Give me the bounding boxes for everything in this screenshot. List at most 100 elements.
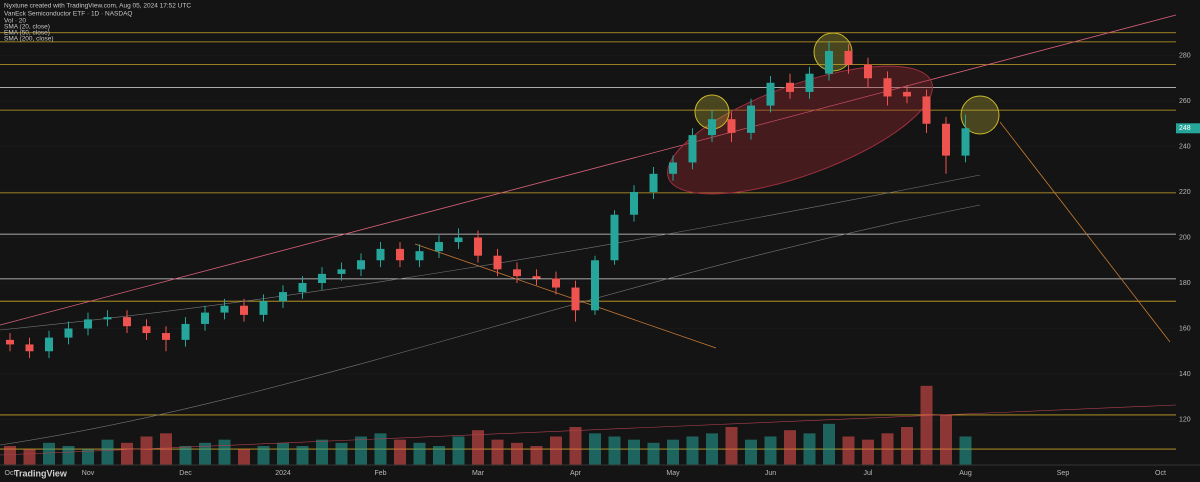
candle-body — [532, 276, 541, 279]
volume-bar — [335, 442, 348, 465]
volume-bar — [745, 439, 757, 465]
volume-bar — [296, 446, 309, 465]
candle-body — [279, 292, 287, 302]
candle-body — [942, 123, 950, 156]
volume-bar — [842, 436, 855, 465]
volume-bar — [647, 442, 660, 465]
volume-bar — [550, 436, 562, 465]
volume-bar — [686, 436, 699, 465]
volume-bar — [43, 442, 55, 465]
candle-body — [298, 283, 307, 293]
drawings — [0, 14, 1177, 456]
candle-body — [376, 248, 385, 261]
candle-body — [357, 260, 365, 270]
indicator: SMA (200, close) — [4, 36, 54, 43]
volume-bar — [706, 433, 718, 465]
volume-bar — [62, 446, 75, 465]
trend-line — [0, 14, 1177, 326]
candle-body — [669, 162, 677, 174]
volume-bar — [823, 423, 835, 465]
candle-body — [552, 278, 560, 288]
candle-body — [181, 323, 190, 340]
volume-bar — [491, 439, 504, 465]
x-tick-label: Nov — [82, 470, 95, 477]
volume-bar — [218, 439, 231, 465]
indicator: Vol · 20 — [4, 18, 26, 25]
logo: TradingView — [14, 468, 68, 478]
volume-bar — [628, 439, 640, 465]
candle-body — [591, 260, 599, 311]
volume-bar — [4, 446, 16, 465]
y-tick-label: 280 — [1179, 52, 1191, 59]
volume-bar — [179, 446, 192, 465]
candle-body — [493, 255, 502, 270]
candle-body — [786, 82, 794, 92]
candle-body — [435, 242, 443, 252]
volume-bar — [23, 449, 36, 465]
x-tick-label: Jun — [765, 470, 776, 477]
moving-average — [0, 174, 981, 331]
volume-bar — [355, 436, 367, 465]
candle-body — [649, 173, 658, 192]
x-tick-label: Oct — [1155, 470, 1166, 477]
y-tick-label: 220 — [1179, 189, 1191, 196]
candle-body — [6, 339, 14, 345]
volume-bar — [862, 439, 874, 465]
volume-bar — [82, 449, 94, 465]
candle-body — [201, 312, 209, 324]
x-tick-label: 2024 — [275, 470, 291, 477]
x-tick-label: May — [666, 470, 680, 477]
candle-body — [474, 237, 482, 256]
candle-body — [337, 269, 346, 274]
candle-body — [825, 50, 833, 74]
x-tick-label: Sep — [1057, 470, 1070, 477]
candle-body — [84, 319, 92, 329]
trend-line — [0, 404, 1177, 456]
candle-body — [454, 237, 463, 243]
candle-body — [103, 317, 112, 320]
volume-bar — [530, 446, 543, 465]
volume-bar — [784, 430, 796, 465]
volume-bar — [940, 414, 952, 465]
volume-bar — [257, 446, 270, 465]
highlight-ellipse — [667, 65, 933, 195]
volume-bar — [608, 436, 621, 465]
volume-bar — [121, 442, 133, 465]
candle-body — [883, 78, 892, 97]
candle-body — [805, 73, 814, 92]
last-price-label: 248 — [1179, 125, 1191, 132]
credit: Nyxtune created with TradingView.com, Au… — [4, 3, 191, 10]
volume-bar — [140, 436, 153, 465]
volume-bar — [238, 449, 250, 465]
y-tick-label: 120 — [1179, 416, 1191, 423]
candle-body — [45, 337, 53, 352]
volume-bar — [959, 436, 972, 465]
volume-bar — [160, 433, 172, 465]
volume-bar — [764, 436, 777, 465]
candle-body — [844, 50, 853, 65]
x-tick-label: Oct — [5, 470, 16, 477]
volume-bar — [413, 442, 426, 465]
candle-body — [864, 64, 872, 79]
volume-bar — [667, 439, 679, 465]
candle-body — [25, 344, 34, 352]
candle-body — [922, 96, 931, 124]
candle-body — [610, 214, 619, 261]
y-tick-label: 260 — [1179, 98, 1191, 105]
moving-average — [0, 204, 981, 446]
indicator: SMA (20, close) — [4, 24, 50, 31]
trend-line — [414, 243, 717, 349]
x-tick-label: Feb — [374, 470, 386, 477]
volume-bar — [433, 446, 445, 465]
x-tick-label: Apr — [570, 470, 582, 477]
candle-body — [220, 305, 229, 313]
volume-bar — [472, 430, 484, 465]
volume-bar — [199, 442, 211, 465]
candle-body — [123, 317, 131, 327]
x-tick-label: Jul — [864, 470, 873, 477]
candle-body — [415, 251, 424, 261]
y-tick-label: 160 — [1179, 325, 1191, 332]
volume-bar — [374, 433, 387, 465]
volume-bar — [881, 433, 894, 465]
candle-body — [630, 192, 638, 215]
